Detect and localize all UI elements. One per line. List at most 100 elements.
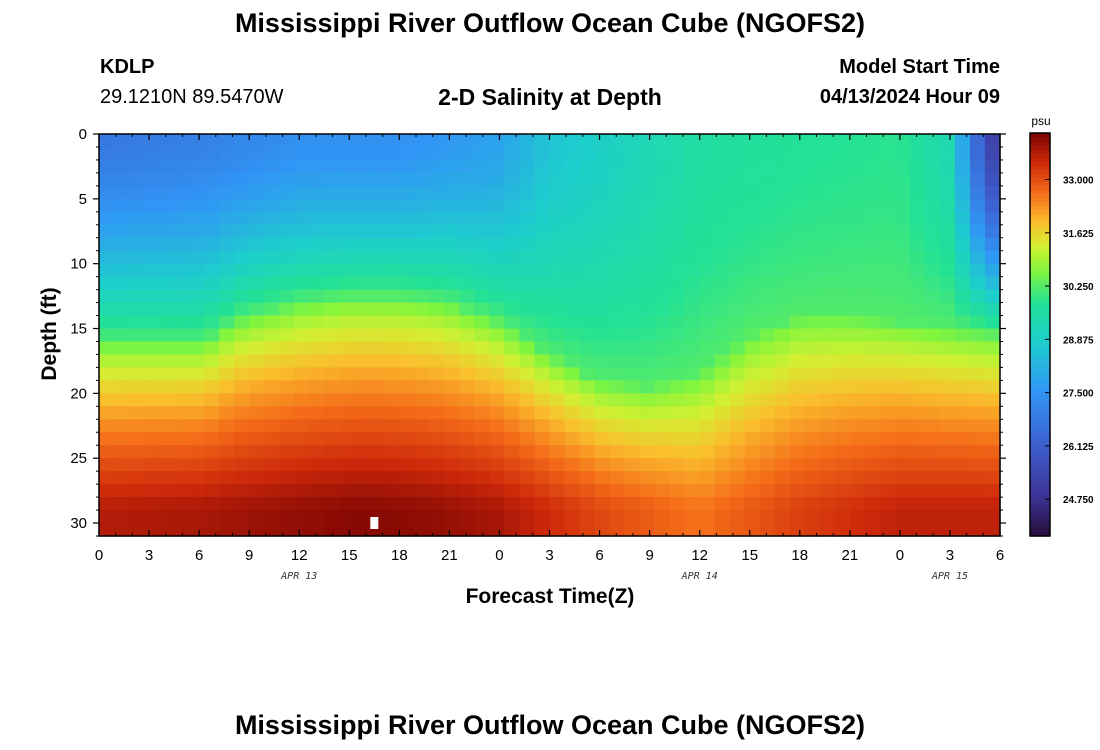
heatmap-cell bbox=[264, 523, 280, 537]
heatmap-cell bbox=[984, 471, 1001, 485]
heatmap-cell bbox=[969, 250, 986, 265]
heatmap-cell bbox=[729, 237, 746, 252]
heatmap-cell bbox=[354, 445, 370, 459]
heatmap-cell bbox=[519, 302, 536, 317]
heatmap-cell bbox=[669, 471, 686, 485]
heatmap-cell bbox=[489, 198, 506, 213]
heatmap-cell bbox=[819, 471, 836, 485]
heatmap-cell bbox=[654, 354, 671, 369]
heatmap-cell bbox=[174, 289, 190, 304]
heatmap-cell bbox=[519, 380, 536, 394]
heatmap-cell bbox=[204, 510, 220, 524]
heatmap-cell bbox=[459, 406, 476, 420]
heatmap-cell bbox=[324, 445, 340, 459]
heatmap-cell bbox=[159, 380, 175, 394]
heatmap-cell bbox=[459, 159, 476, 174]
heatmap-cell bbox=[339, 250, 355, 265]
heatmap-cell bbox=[729, 393, 746, 407]
heatmap-cell bbox=[984, 328, 1001, 343]
heatmap-cell bbox=[879, 432, 896, 446]
heatmap-cell bbox=[909, 523, 926, 537]
heatmap-cell bbox=[399, 198, 415, 213]
heatmap-cell bbox=[234, 367, 250, 381]
heatmap-cell bbox=[834, 484, 851, 498]
heatmap-cell bbox=[834, 406, 851, 420]
heatmap-cell bbox=[339, 211, 355, 226]
heatmap-cell bbox=[849, 211, 866, 226]
heatmap-cell bbox=[819, 432, 836, 446]
heatmap-cell bbox=[924, 406, 941, 420]
heatmap-cell bbox=[459, 341, 476, 356]
heatmap-cell bbox=[564, 302, 581, 317]
heatmap-cell bbox=[489, 224, 506, 239]
heatmap-cell bbox=[699, 289, 716, 304]
heatmap-cell bbox=[189, 484, 205, 498]
heatmap-cell bbox=[504, 432, 521, 446]
heatmap-cell bbox=[264, 367, 280, 381]
heatmap-cell bbox=[189, 172, 205, 187]
heatmap-cell bbox=[264, 211, 280, 226]
heatmap-cell bbox=[594, 354, 611, 369]
heatmap-cell bbox=[234, 211, 250, 226]
heatmap-cell bbox=[804, 380, 821, 394]
heatmap-cell bbox=[279, 445, 295, 459]
colorbar-tick-label: 27.500 bbox=[1063, 389, 1094, 400]
heatmap-cell bbox=[579, 302, 596, 317]
heatmap-cell bbox=[699, 432, 716, 446]
heatmap-cell bbox=[219, 380, 235, 394]
heatmap-cell bbox=[894, 380, 911, 394]
heatmap-cell bbox=[99, 328, 115, 343]
heatmap-cell bbox=[249, 510, 265, 524]
heatmap-cell bbox=[774, 302, 791, 317]
heatmap-cell bbox=[219, 367, 235, 381]
colorbar-band bbox=[1030, 233, 1050, 239]
heatmap-cell bbox=[144, 302, 160, 317]
colorbar-band bbox=[1030, 270, 1050, 275]
heatmap-cell bbox=[579, 510, 596, 524]
heatmap-cell bbox=[669, 497, 686, 511]
heatmap-cell bbox=[474, 134, 491, 148]
heatmap-cell bbox=[144, 315, 160, 330]
heatmap-cell bbox=[609, 146, 626, 161]
heatmap-cell bbox=[444, 458, 460, 472]
heatmap-cell bbox=[489, 328, 506, 343]
heatmap-cell bbox=[969, 406, 986, 420]
colorbar-band bbox=[1030, 435, 1050, 440]
heatmap-cell bbox=[699, 172, 716, 187]
heatmap-cell bbox=[189, 237, 205, 252]
heatmap-cell bbox=[924, 134, 941, 148]
heatmap-cell bbox=[264, 146, 280, 161]
heatmap-cell bbox=[309, 237, 325, 252]
heatmap-cell bbox=[984, 458, 1001, 472]
heatmap-cell bbox=[984, 146, 1001, 161]
heatmap-cell bbox=[819, 484, 836, 498]
heatmap-cell bbox=[144, 250, 160, 265]
heatmap-cell bbox=[564, 315, 581, 330]
heatmap-cell bbox=[114, 328, 130, 343]
heatmap-cell bbox=[324, 406, 340, 420]
heatmap-cell bbox=[699, 354, 716, 369]
heatmap-cell bbox=[669, 458, 686, 472]
heatmap-cell bbox=[714, 237, 731, 252]
heatmap-cell bbox=[204, 523, 220, 537]
heatmap-cell bbox=[939, 406, 956, 420]
heatmap-cell bbox=[519, 211, 536, 226]
heatmap-cell bbox=[759, 328, 776, 343]
heatmap-cell bbox=[459, 198, 476, 213]
heatmap-cell bbox=[789, 341, 806, 356]
heatmap-cell bbox=[879, 497, 896, 511]
heatmap-cell bbox=[834, 276, 851, 291]
heatmap-cell bbox=[354, 224, 370, 239]
heatmap-cell bbox=[609, 393, 626, 407]
heatmap-cell bbox=[744, 198, 761, 213]
heatmap-cell bbox=[489, 367, 506, 381]
heatmap-cell bbox=[714, 198, 731, 213]
heatmap-cell bbox=[879, 134, 896, 148]
colorbar-band bbox=[1030, 193, 1050, 199]
colorbar-band bbox=[1030, 229, 1050, 235]
heatmap-cell bbox=[129, 510, 145, 524]
heatmap-cell bbox=[564, 159, 581, 174]
heatmap-cell bbox=[699, 406, 716, 420]
heatmap-cell bbox=[129, 367, 145, 381]
heatmap-cell bbox=[564, 406, 581, 420]
